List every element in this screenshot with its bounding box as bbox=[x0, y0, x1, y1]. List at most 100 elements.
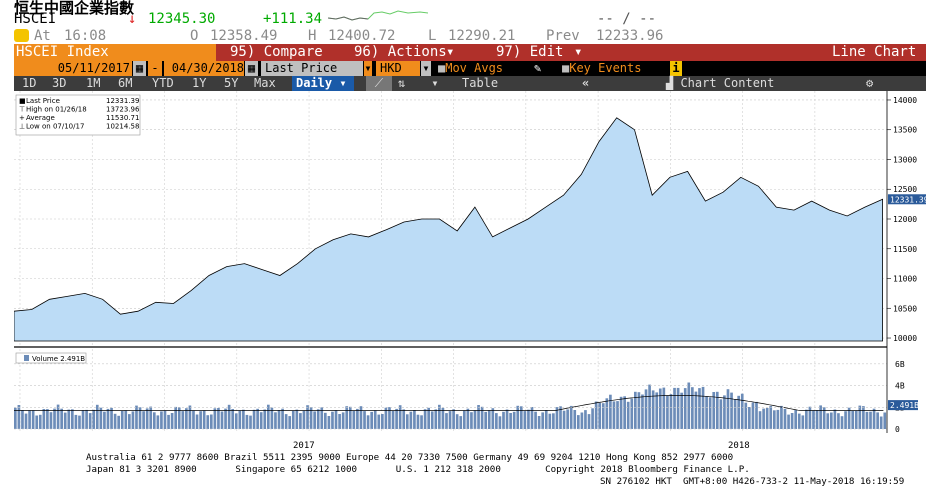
low-label: L bbox=[428, 28, 437, 44]
range-1d[interactable]: 1D bbox=[22, 76, 37, 90]
price-tick-label: 13000 bbox=[893, 155, 917, 164]
volume-bar bbox=[612, 401, 616, 429]
volume-bar bbox=[174, 406, 178, 429]
volume-bar bbox=[120, 411, 124, 429]
volume-bar bbox=[473, 410, 477, 429]
line-chart-icon[interactable]: ⟋ bbox=[366, 76, 392, 91]
volume-bar bbox=[559, 406, 562, 429]
volume-bar bbox=[876, 412, 879, 429]
volume-bar bbox=[224, 408, 227, 429]
range-ytd[interactable]: YTD bbox=[152, 76, 174, 90]
clock-icon bbox=[14, 29, 29, 42]
volume-bar bbox=[370, 411, 373, 429]
volume-bar bbox=[448, 411, 452, 429]
volume-bar bbox=[217, 408, 220, 429]
volume-bar bbox=[673, 387, 676, 429]
legend-value: 11530.71 bbox=[106, 114, 139, 122]
volume-bar bbox=[152, 412, 156, 429]
volume-bar bbox=[420, 415, 423, 429]
volume-bar bbox=[249, 415, 252, 429]
price-tick-label: 12000 bbox=[893, 215, 917, 224]
chevron-down-icon[interactable]: ▾ bbox=[364, 61, 372, 76]
volume-bar bbox=[227, 404, 231, 429]
prev-value: 12233.96 bbox=[596, 28, 664, 44]
volume-bar bbox=[883, 412, 887, 429]
edit-menu[interactable]: 97) Edit bbox=[496, 44, 564, 60]
volume-bar bbox=[31, 410, 35, 429]
volume-bar bbox=[527, 409, 530, 429]
chevron-down-icon[interactable]: ▾ bbox=[574, 44, 583, 60]
chart-content-button[interactable]: ▟ Chart Content bbox=[666, 76, 774, 91]
volume-bar bbox=[320, 407, 324, 429]
volume-bar bbox=[680, 392, 683, 429]
ticker-symbol[interactable]: HSCEI bbox=[14, 11, 57, 27]
last-price: 12345.30 bbox=[148, 11, 216, 27]
end-date-field[interactable]: 04/30/2018 bbox=[164, 61, 244, 76]
volume-bar bbox=[619, 396, 623, 429]
chevron-down-icon[interactable]: ▾ bbox=[431, 76, 439, 90]
volume-bar bbox=[569, 405, 573, 429]
chevron-down-icon[interactable]: ▾ bbox=[421, 61, 431, 76]
start-date-field[interactable]: 05/11/2017 bbox=[14, 61, 132, 76]
volume-bar bbox=[309, 407, 313, 429]
info-icon[interactable]: i bbox=[670, 61, 682, 76]
volume-bar bbox=[427, 407, 430, 429]
candle-icon[interactable]: ⇅ bbox=[398, 76, 406, 90]
key-events-label: Key Events bbox=[569, 61, 642, 75]
volume-bar bbox=[733, 399, 737, 429]
collapse-left-icon[interactable]: « bbox=[582, 76, 590, 90]
volume-bar bbox=[591, 408, 594, 429]
range-1m[interactable]: 1M bbox=[86, 76, 101, 90]
volume-bar bbox=[726, 389, 730, 429]
price-tick-label: 12500 bbox=[893, 185, 917, 194]
volume-bar bbox=[316, 409, 320, 429]
year-label-2018: 2018 bbox=[728, 441, 750, 451]
price-area bbox=[14, 117, 883, 342]
table-button[interactable]: Table bbox=[462, 76, 499, 90]
actions-menu[interactable]: 96) Actions bbox=[354, 44, 447, 60]
volume-bar bbox=[117, 415, 120, 429]
volume-bar bbox=[295, 409, 299, 429]
volume-bar bbox=[455, 414, 459, 429]
volume-bar bbox=[88, 413, 92, 429]
range-5y[interactable]: 5Y bbox=[224, 76, 239, 90]
volume-bar bbox=[519, 406, 523, 429]
volume-bar bbox=[313, 411, 316, 429]
security-index-label[interactable]: HSCEI Index bbox=[14, 44, 216, 61]
volume-axis: 6B4B2B0 bbox=[14, 360, 905, 433]
volume-bar bbox=[851, 411, 855, 429]
legend-marker: + bbox=[19, 114, 25, 122]
volume-bar bbox=[676, 387, 680, 429]
volume-bar bbox=[879, 416, 883, 429]
range-3d[interactable]: 3D bbox=[52, 76, 67, 90]
range-6m[interactable]: 6M bbox=[118, 76, 133, 90]
volume-bar bbox=[381, 414, 384, 429]
price-field-select[interactable]: Last Price bbox=[261, 61, 363, 76]
chevron-down-icon[interactable]: ▾ bbox=[446, 44, 455, 60]
volume-bar bbox=[833, 409, 837, 429]
currency-select[interactable]: HKD bbox=[376, 61, 420, 76]
low-value: 12290.21 bbox=[448, 28, 516, 44]
high-label: H bbox=[308, 28, 317, 44]
volume-bar bbox=[434, 409, 438, 429]
calendar-icon[interactable]: ▦ bbox=[133, 61, 146, 76]
volume-bar bbox=[687, 382, 691, 429]
volume-bar bbox=[156, 415, 160, 429]
volume-bar bbox=[715, 391, 719, 429]
volume-legend-label: Volume 2.491B bbox=[32, 355, 85, 363]
pencil-icon[interactable]: ✎ bbox=[534, 61, 542, 75]
key-events-toggle[interactable]: ■Key Events bbox=[562, 61, 642, 75]
range-max[interactable]: Max bbox=[254, 76, 276, 90]
volume-bar bbox=[491, 408, 495, 429]
gear-icon[interactable]: ⚙ bbox=[866, 76, 874, 90]
volume-bar bbox=[256, 408, 259, 429]
mov-avgs-toggle[interactable]: ■Mov Avgs bbox=[438, 61, 504, 75]
period-select[interactable]: Daily ▾ bbox=[292, 76, 354, 91]
volume-bar bbox=[106, 408, 110, 429]
volume-bar bbox=[185, 408, 188, 429]
compare-menu[interactable]: 95) Compare bbox=[230, 44, 323, 60]
volume-bar bbox=[270, 407, 274, 429]
range-1y[interactable]: 1Y bbox=[192, 76, 207, 90]
calendar-icon[interactable]: ▦ bbox=[245, 61, 258, 76]
quote-time: 16:08 bbox=[64, 28, 107, 44]
